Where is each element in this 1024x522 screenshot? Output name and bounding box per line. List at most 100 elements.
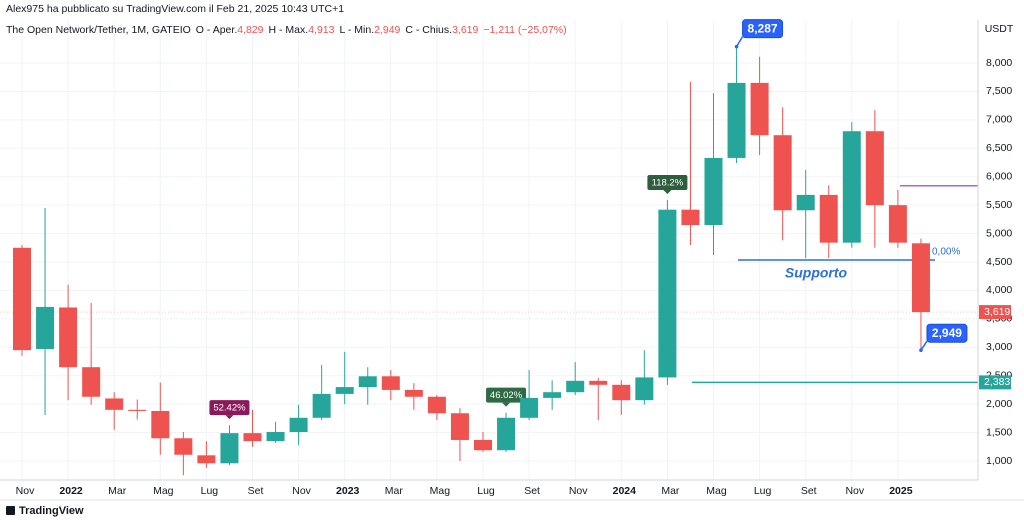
- candle-body: [404, 389, 423, 397]
- candle-body: [589, 380, 608, 385]
- candle-body: [704, 157, 723, 226]
- x-tick-label: 2025: [889, 485, 913, 497]
- x-tick-label: Mag: [153, 485, 174, 497]
- currency: USDT: [985, 23, 1014, 35]
- x-tick-label: 2022: [59, 485, 83, 497]
- candle-body: [819, 194, 838, 243]
- callout-dot: [734, 44, 739, 49]
- callout-label: 2,949: [932, 326, 962, 340]
- x-tick-label: Mag: [706, 485, 727, 497]
- x-tick-label: Lug: [477, 485, 495, 497]
- candle-body: [59, 307, 78, 368]
- x-tick-label: Mar: [661, 485, 680, 497]
- x-tick-label: Nov: [292, 485, 311, 497]
- candle-body: [635, 377, 654, 401]
- change-label: 118.2%: [652, 178, 684, 189]
- legend-text: 4,829: [237, 24, 263, 36]
- y-tick-label: 1,500: [986, 426, 1012, 438]
- candle-body: [658, 209, 677, 378]
- callout-pointer: [920, 340, 928, 351]
- candle-body: [220, 433, 239, 464]
- level-pct: 0,00%: [932, 247, 960, 258]
- change-label-arrow: [502, 402, 511, 407]
- candle-body: [543, 392, 562, 398]
- x-tick-label: Nov: [16, 485, 35, 497]
- y-tick-label: 6,000: [986, 170, 1012, 182]
- callout-box: [926, 323, 968, 343]
- x-tick-label: Lug: [754, 485, 772, 497]
- level-label: Supporto: [785, 265, 848, 281]
- candle-body: [289, 417, 308, 433]
- legend-text: H - Max.: [269, 24, 309, 36]
- candle-body: [128, 409, 147, 411]
- candle-body: [842, 131, 861, 243]
- brand: TradingView: [19, 505, 84, 517]
- candle-body: [174, 438, 193, 455]
- x-tick-label: Mar: [385, 485, 404, 497]
- candle-body: [335, 387, 354, 394]
- legend-text: The Open Network/Tether, 1M, GATEIO: [6, 24, 191, 36]
- candle-body: [427, 396, 446, 414]
- tradingview-logo: TradingView: [6, 505, 84, 517]
- callout-label: 8,287: [748, 21, 778, 35]
- x-tick-label: Set: [524, 485, 540, 497]
- y-tick-label: 4,000: [986, 284, 1012, 296]
- y-tick-label: 2,000: [986, 398, 1012, 410]
- candle-body: [865, 131, 884, 206]
- change-label-bg: [486, 387, 527, 403]
- price-label: 2,383: [984, 376, 1010, 388]
- y-tick-label: 4,500: [986, 256, 1012, 268]
- legend-text: L - Min.: [339, 24, 374, 36]
- y-tick-label: 3,000: [986, 341, 1012, 353]
- candle-body: [243, 433, 262, 442]
- legend-text: 4,913: [308, 24, 334, 36]
- candle-body: [681, 209, 700, 226]
- change-label-arrow: [663, 190, 672, 195]
- candle-body: [197, 455, 216, 464]
- byline: Alex975 ha pubblicato su TradingView.com…: [6, 3, 344, 15]
- price-label-bg: [979, 375, 1011, 390]
- candle-body: [911, 243, 930, 313]
- candle-body: [773, 135, 792, 211]
- x-tick-label: Nov: [845, 485, 864, 497]
- candle-body: [358, 376, 377, 388]
- candle-body: [312, 393, 331, 418]
- legend-text: −1,211 (−25,07%): [483, 24, 566, 36]
- plot: Supporto 0,00% 52.42% 46.02% 118.2% 8,287 2,94…: [0, 19, 978, 476]
- callout-box: [742, 19, 784, 39]
- candle-body: [888, 205, 907, 243]
- candle-body: [497, 417, 516, 451]
- x-tick-label: Mar: [108, 485, 127, 497]
- candle-body: [520, 397, 539, 418]
- candle-body: [266, 432, 285, 442]
- y-tick-label: 8,000: [986, 57, 1012, 69]
- change-label-arrow: [225, 415, 234, 420]
- price-label: 3,619: [984, 306, 1010, 318]
- y-tick-label: 7,500: [986, 85, 1012, 97]
- legend-text: O - Aper.: [196, 24, 237, 36]
- y-tick-label: 7,000: [986, 114, 1012, 126]
- change-label-bg: [647, 175, 688, 191]
- y-tick-label: 5,500: [986, 199, 1012, 211]
- y-tick-label: 1,000: [986, 455, 1012, 467]
- change-label: 52.42%: [213, 403, 246, 414]
- candle-body: [796, 194, 815, 211]
- candle-body: [474, 439, 492, 451]
- candle-body: [450, 413, 469, 440]
- candle-body: [36, 306, 55, 349]
- x-tick-label: Set: [801, 485, 817, 497]
- legend-text: 2,949: [374, 24, 400, 36]
- change-label: 46.02%: [490, 390, 523, 401]
- callout-pointer: [735, 36, 744, 48]
- candle-body: [750, 82, 769, 136]
- price-label-bg: [979, 305, 1011, 320]
- y-tick-label: 5,000: [986, 227, 1012, 239]
- candle-body: [105, 398, 124, 410]
- candle-body: [566, 380, 585, 393]
- candle-body: [727, 82, 746, 158]
- candle-body: [82, 367, 101, 397]
- legend-text: C - Chius.: [405, 24, 452, 36]
- callout-dot: [919, 348, 923, 352]
- x-tick-label: 2023: [336, 485, 360, 497]
